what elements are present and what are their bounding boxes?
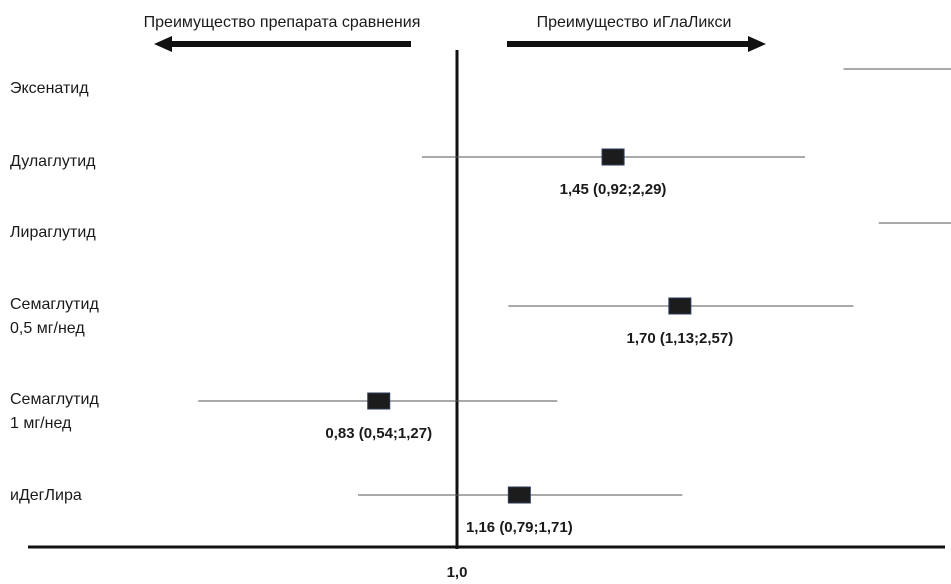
value-label: 1,45 (0,92;2,29)	[560, 181, 667, 198]
row-label: Дулаглутид	[10, 153, 96, 170]
forest-row: Семаглутид 0,5 мг/нед 1,70 (1,13;2,57)	[10, 296, 854, 347]
left-arrow-icon	[154, 36, 411, 52]
value-label: 1,70 (1,13;2,57)	[626, 330, 733, 347]
value-label: 1,16 (0,79;1,71)	[466, 519, 573, 536]
row-label-line: 0,5 мг/нед	[10, 320, 85, 337]
row-label: Эксенатид	[10, 80, 89, 97]
row-label-line: иДегЛира	[10, 487, 82, 504]
estimate-marker	[507, 486, 531, 504]
forest-row: Эксенатид3,91 (2,51;6,09)	[10, 68, 951, 97]
row-label: Семаглутид 1 мг/нед	[10, 391, 99, 432]
forest-row: Лираглутид4,02 (2,73;5,91)	[10, 222, 951, 241]
row-label-line: 1 мг/нед	[10, 415, 72, 432]
value-label: 0,83 (0,54;1,27)	[325, 425, 432, 442]
estimate-marker	[668, 297, 692, 315]
reference-tick-label: 1,0	[447, 564, 468, 581]
forest-rows: Эксенатид3,91 (2,51;6,09) Дулаглутид 1,45 …	[10, 68, 951, 536]
row-label-line: Лираглутид	[10, 224, 96, 241]
row-label: иДегЛира	[10, 487, 82, 504]
row-label-line: Эксенатид	[10, 80, 89, 97]
row-label-line: Дулаглутид	[10, 153, 96, 170]
right-arrow-icon	[507, 36, 766, 52]
forest-row: иДегЛира 1,16 (0,79;1,71)	[10, 486, 683, 536]
forest-row: Дулаглутид 1,45 (0,92;2,29)	[10, 148, 805, 198]
row-label: Семаглутид 0,5 мг/нед	[10, 296, 99, 337]
header-right-label: Преимущество иГлаЛикси	[537, 14, 732, 31]
header-left-label: Преимущество препарата сравнения	[144, 14, 421, 31]
row-label: Лираглутид	[10, 224, 96, 241]
forest-row: Семаглутид 1 мг/нед 0,83 (0,54;1,27)	[10, 391, 558, 442]
row-label-line: Семаглутид	[10, 296, 99, 313]
estimate-marker	[367, 392, 391, 410]
estimate-marker	[601, 148, 625, 166]
row-label-line: Семаглутид	[10, 391, 99, 408]
